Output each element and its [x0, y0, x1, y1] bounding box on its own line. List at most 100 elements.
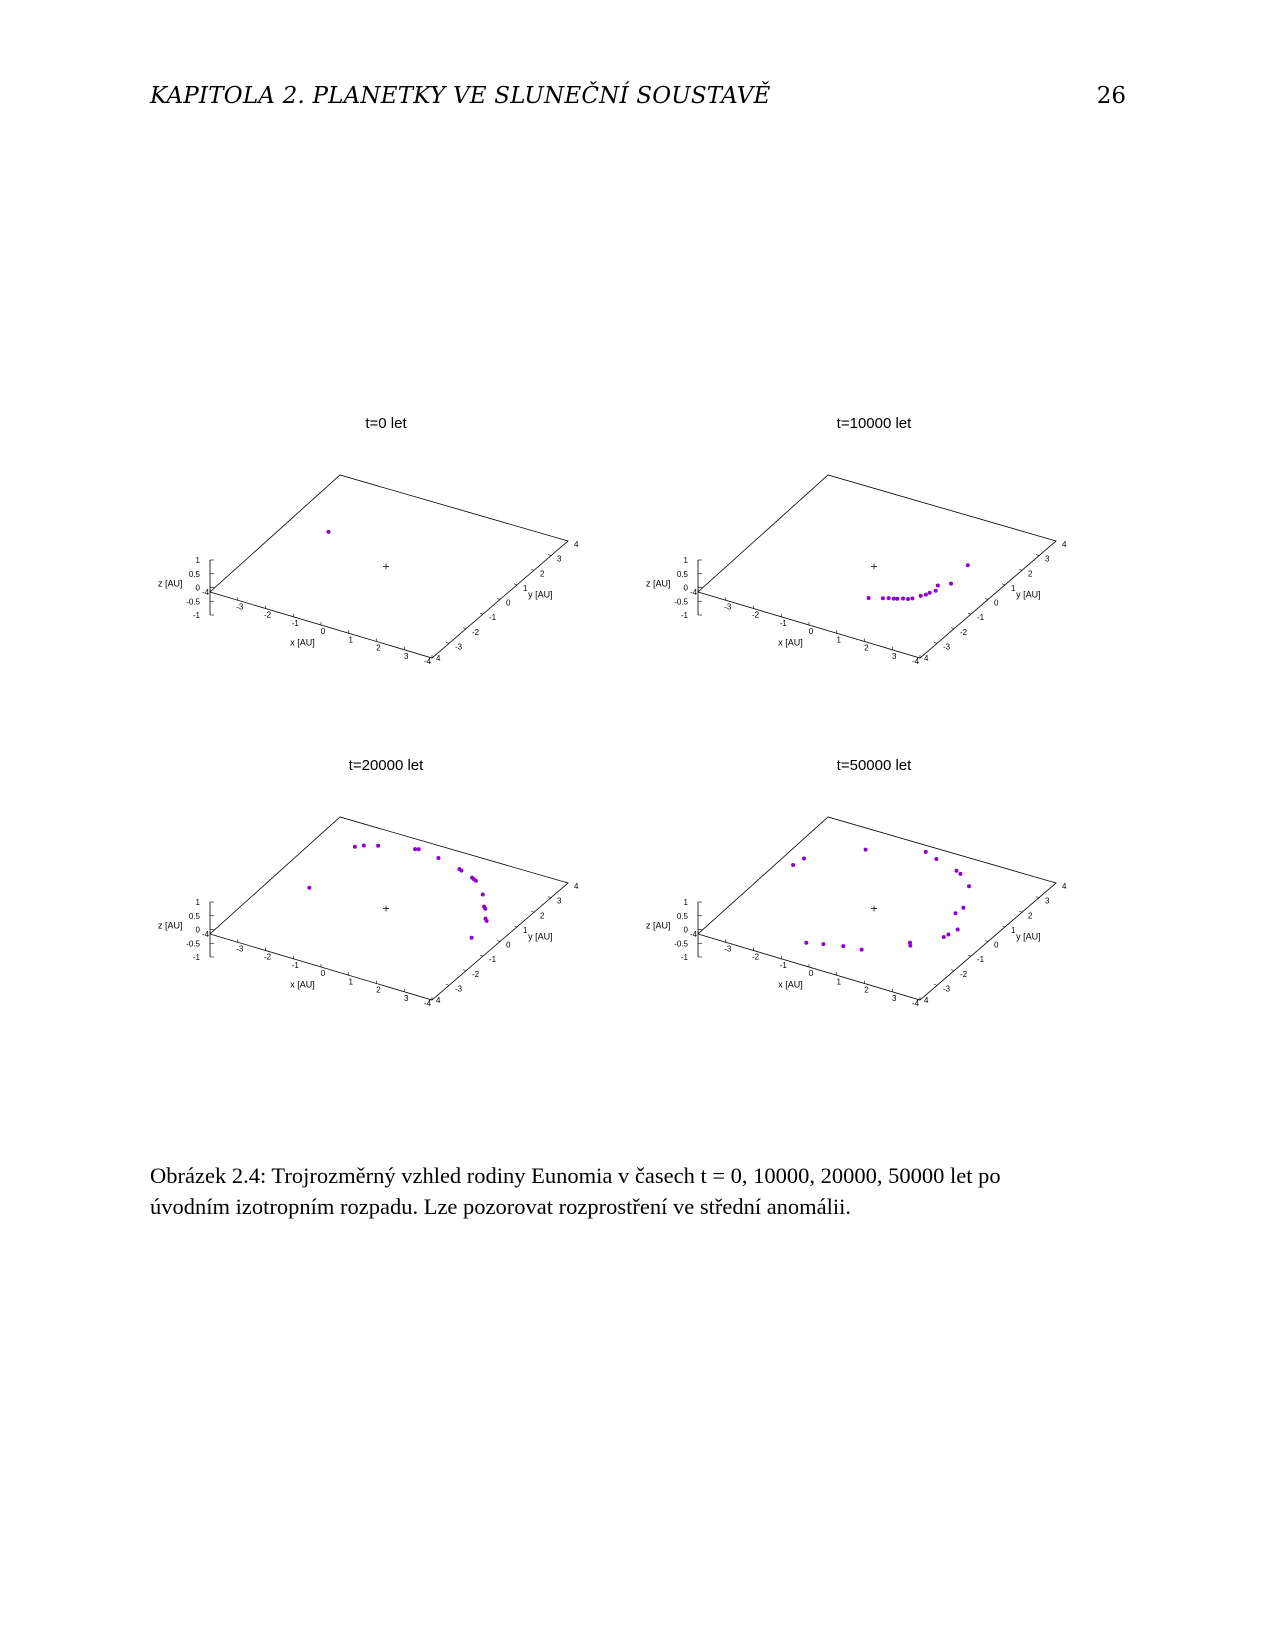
- z-tick-label: 0: [684, 584, 689, 593]
- data-point: [802, 856, 806, 861]
- y-tick-mark: [967, 612, 972, 615]
- plot-panel-t50000: t=50000 let -3 -2 -1 0 1 2 3 x [AU] 4 -3 -2 -1 0 1 2 3 4 y…: [638, 757, 1126, 1087]
- y-tick-label: 1: [1011, 584, 1016, 593]
- data-point: [459, 868, 464, 873]
- x-tick-label: 3: [404, 652, 409, 661]
- x-tick-label: 1: [837, 635, 842, 644]
- x-tick-label: -3: [724, 602, 732, 611]
- plot-panel-t0: t=0 let -3 -2 -1 0 1 2 3 x [AU] 4 -3 -2 -1 0 1 2 3 4 y [AU…: [150, 415, 638, 745]
- y-tick-label: 3: [1045, 897, 1050, 906]
- origin-cross: [871, 563, 877, 570]
- y-tick-mark: [496, 940, 501, 942]
- data-point: [935, 583, 940, 588]
- z-tick-label: 0: [196, 926, 201, 935]
- origin-cross: [871, 905, 877, 912]
- data-point: [927, 590, 932, 595]
- x-tick-label: -1: [292, 961, 300, 970]
- data-point: [933, 588, 938, 593]
- x-tick-label: 2: [376, 644, 381, 653]
- plot-title: t=50000 let: [837, 757, 912, 774]
- y-tick-mark: [564, 539, 569, 542]
- x-tick-label: -3: [236, 602, 244, 611]
- y-tick-label: 4: [574, 882, 579, 891]
- y-tick-mark: [445, 642, 450, 644]
- y-tick-mark: [547, 554, 552, 556]
- y-tick-mark: [496, 598, 501, 600]
- y-tick-label: -4: [912, 999, 920, 1008]
- y-tick-label: -3: [943, 984, 951, 993]
- x-tick-label: 0: [321, 627, 326, 636]
- data-point: [910, 596, 915, 601]
- y-tick-mark: [428, 998, 433, 1001]
- y-tick-label: 2: [540, 569, 545, 578]
- z-tick-label: -0.5: [674, 939, 688, 948]
- page-number: 26: [1096, 83, 1126, 109]
- data-point: [918, 593, 923, 598]
- y-tick-label: 1: [523, 584, 528, 593]
- data-point: [953, 911, 958, 916]
- y-tick-mark: [1052, 539, 1057, 542]
- data-point: [469, 935, 474, 940]
- y-tick-label: 4: [1062, 882, 1067, 891]
- data-point: [958, 871, 963, 876]
- data-point: [954, 868, 959, 873]
- x-tick-label: -4: [690, 930, 698, 939]
- x-tick-label: 4: [924, 654, 929, 663]
- data-point: [484, 918, 489, 923]
- y-tick-label: -1: [977, 613, 985, 622]
- z-tick-label: 1: [196, 898, 201, 907]
- y-tick-mark: [916, 998, 921, 1001]
- y-tick-label: -1: [489, 613, 497, 622]
- x-tick-label: 1: [349, 635, 354, 644]
- x-tick-label: 2: [864, 986, 869, 995]
- x-tick-label: -2: [752, 611, 760, 620]
- y-tick-mark: [984, 940, 989, 942]
- caption-line-2: úvodním izotropním rozpadu. Lze pozorova…: [150, 1194, 852, 1219]
- x-axis-label: x [AU]: [290, 638, 315, 648]
- y-tick-mark: [984, 598, 989, 600]
- z-tick-label: 1: [684, 898, 689, 907]
- z-tick-label: 0: [684, 926, 689, 935]
- y-tick-mark: [1018, 568, 1023, 571]
- running-header-title: KAPITOLA 2. PLANETKY VE SLUNEČNÍ SOUSTAV…: [150, 83, 771, 109]
- y-tick-label: -4: [424, 999, 432, 1008]
- y-tick-label: -2: [960, 970, 968, 979]
- y-axis-label: y [AU]: [528, 589, 553, 599]
- data-point: [941, 935, 946, 939]
- x-tick-label: 0: [809, 627, 814, 636]
- z-tick-label: -0.5: [186, 597, 200, 606]
- z-tick-label: -1: [681, 953, 689, 962]
- y-tick-label: -4: [424, 657, 432, 666]
- y-tick-label: 3: [1045, 555, 1050, 564]
- y-tick-label: 4: [574, 540, 579, 549]
- y-tick-mark: [1052, 881, 1057, 884]
- data-point: [821, 942, 826, 947]
- plot-panel-t20000: t=20000 let -3 -2 -1 0 1 2 3 x [AU] 4 -3 -2 -1 0 1 2 3 4 y…: [150, 757, 638, 1087]
- plot-t50000: t=50000 let -3 -2 -1 0 1 2 3 x [AU] 4 -3 -2 -1 0 1 2 3 4 y…: [646, 757, 1067, 1008]
- z-tick-label: 0.5: [189, 912, 201, 921]
- y-tick-label: 0: [994, 599, 999, 608]
- data-point: [791, 863, 796, 867]
- y-tick-label: 0: [506, 941, 511, 950]
- x-tick-label: 1: [349, 977, 354, 986]
- z-tick-label: -1: [193, 611, 201, 620]
- x-tick-label: 2: [864, 644, 869, 653]
- y-tick-mark: [513, 583, 518, 586]
- data-point: [473, 878, 478, 883]
- plot-title: t=10000 let: [837, 415, 912, 432]
- data-point: [949, 581, 953, 586]
- y-tick-mark: [1018, 910, 1023, 913]
- y-tick-label: 2: [540, 911, 545, 920]
- y-tick-mark: [479, 612, 484, 615]
- data-point: [483, 906, 488, 911]
- y-tick-label: 0: [994, 941, 999, 950]
- data-point: [901, 596, 906, 601]
- data-point: [906, 597, 910, 601]
- y-tick-mark: [428, 656, 433, 659]
- x-tick-label: -1: [780, 961, 788, 970]
- data-point: [352, 844, 357, 849]
- y-tick-label: 3: [557, 555, 562, 564]
- z-tick-label: -1: [193, 953, 201, 962]
- y-tick-label: -1: [977, 955, 985, 964]
- figure-grid: t=0 let -3 -2 -1 0 1 2 3 x [AU] 4 -3 -2 -1 0 1 2 3 4 y [AU…: [150, 415, 1126, 1070]
